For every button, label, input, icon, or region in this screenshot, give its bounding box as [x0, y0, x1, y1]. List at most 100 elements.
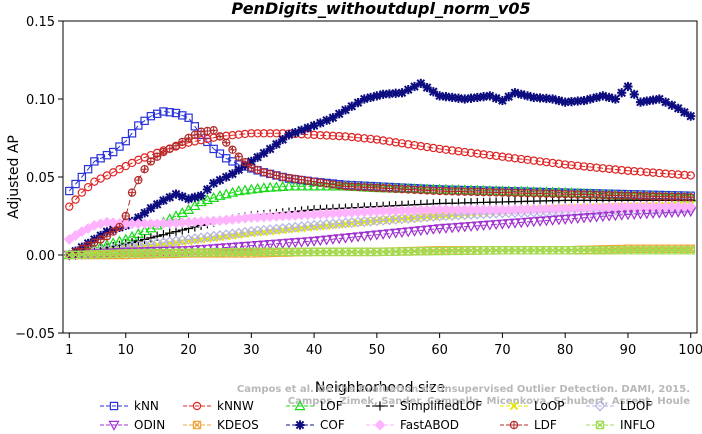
data-point [251, 240, 264, 251]
data-point [435, 91, 445, 101]
data-point [447, 92, 457, 103]
data-point [322, 115, 332, 125]
data-point [277, 180, 289, 191]
data-point [585, 94, 595, 104]
legend-item-lof: LOF [286, 399, 343, 413]
data-point [294, 400, 306, 411]
data-point [366, 134, 375, 144]
data-point [454, 147, 463, 156]
legend-label: kNN [134, 399, 159, 413]
data-point [529, 156, 538, 165]
data-point [171, 227, 181, 237]
data-point [371, 230, 383, 241]
data-point [109, 227, 118, 236]
data-point [227, 169, 238, 179]
data-point [421, 225, 433, 236]
data-point [245, 183, 257, 194]
data-point [290, 127, 300, 138]
data-point [178, 137, 187, 147]
data-point [435, 144, 444, 154]
data-point [353, 133, 363, 142]
data-point [521, 217, 534, 228]
data-point [648, 168, 658, 177]
x-tick-label: 1 [65, 343, 73, 358]
data-point [661, 169, 670, 178]
data-point [378, 136, 388, 145]
data-point [109, 401, 119, 411]
data-point [478, 92, 489, 102]
data-point [228, 145, 237, 154]
data-point [239, 184, 251, 195]
data-point [460, 147, 469, 157]
data-point [158, 195, 169, 205]
data-point [535, 93, 545, 103]
data-point [623, 166, 633, 175]
data-point [471, 221, 483, 232]
data-point [384, 89, 395, 99]
data-point [215, 175, 225, 185]
data-point [579, 95, 589, 106]
data-point [309, 120, 319, 131]
data-point [140, 234, 150, 244]
data-point [611, 165, 620, 174]
data-point [584, 213, 596, 224]
data-point [140, 208, 150, 218]
data-point [202, 184, 212, 195]
data-point [523, 155, 532, 165]
data-point [264, 240, 276, 251]
data-point [77, 188, 87, 197]
x-tick-label: 50 [369, 343, 386, 358]
data-point [321, 235, 333, 246]
data-point [140, 164, 149, 174]
data-point [271, 139, 282, 149]
data-point [358, 231, 370, 242]
data-point [374, 419, 386, 431]
data-point [83, 182, 93, 192]
data-point [548, 158, 557, 168]
data-point [673, 103, 683, 113]
data-point [559, 214, 571, 225]
data-point [590, 212, 603, 223]
watermark: Campos et al. On the Evaluation of Unsup… [237, 384, 690, 407]
x-tick-label: 20 [180, 343, 197, 358]
data-point [83, 165, 93, 174]
data-point [183, 194, 194, 204]
data-point [485, 91, 495, 101]
data-point [314, 236, 326, 247]
data-point [234, 130, 243, 139]
data-point [71, 179, 80, 189]
data-point [303, 123, 313, 133]
data-point [264, 181, 276, 192]
data-point [635, 97, 646, 107]
series-inflo [65, 246, 695, 260]
data-point [667, 169, 677, 179]
data-point [572, 213, 584, 225]
data-point [109, 147, 118, 157]
data-point [560, 97, 570, 107]
legend-label: ODIN [134, 418, 165, 432]
data-point [259, 129, 269, 138]
legend-label: kNNW [217, 399, 254, 413]
data-point [498, 152, 507, 161]
data-point [359, 94, 369, 104]
data-point [146, 111, 156, 121]
legend-label: LoOP [534, 399, 565, 413]
data-point [497, 95, 508, 106]
data-point [209, 125, 218, 135]
data-point [222, 138, 231, 147]
data-point [221, 172, 231, 182]
data-point [226, 186, 239, 197]
x-tick-label: 80 [557, 343, 574, 358]
data-point [485, 150, 495, 160]
data-point [240, 129, 250, 139]
data-point [102, 232, 112, 241]
data-point [220, 188, 232, 199]
data-point [473, 149, 482, 158]
data-point [566, 97, 577, 107]
data-point [642, 96, 652, 106]
data-point [654, 94, 664, 104]
data-point [272, 129, 281, 138]
data-point [302, 180, 314, 191]
data-point [152, 199, 162, 209]
data-point [146, 203, 156, 213]
